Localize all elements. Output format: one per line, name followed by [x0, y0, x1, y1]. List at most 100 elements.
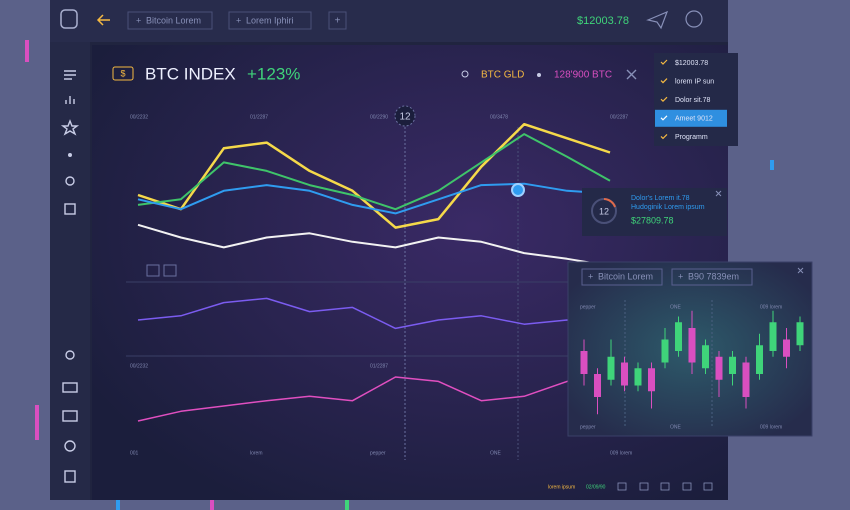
axis-label: 01/2287: [370, 363, 388, 369]
candle-body: [729, 356, 736, 374]
tab-label: Lorem Iphiri: [246, 15, 294, 25]
tab[interactable]: [671, 268, 753, 286]
share-icon[interactable]: [68, 153, 72, 157]
dropdown-label: Dolor sit.78: [675, 97, 711, 104]
tooltip-line: Dolor's Lorem it.78: [631, 195, 690, 202]
footer-icon[interactable]: [703, 482, 713, 491]
axis-label: 009 lorem: [610, 450, 632, 456]
candle-body: [648, 368, 655, 392]
card-icon[interactable]: [62, 382, 78, 393]
axis-label: 00/3478: [490, 114, 508, 120]
axis-label: pepper: [580, 424, 596, 430]
tooltip-value: $27809.78: [631, 215, 674, 225]
globe-icon[interactable]: [685, 10, 703, 28]
check-icon: [660, 133, 668, 140]
footer-icon[interactable]: [682, 482, 692, 491]
back-button[interactable]: [96, 14, 110, 26]
footer-date: 02/09/90: [586, 484, 606, 490]
check-icon[interactable]: [64, 203, 76, 215]
decor: [35, 405, 39, 440]
tab[interactable]: [581, 268, 663, 286]
tooltip-line: Hudoginik Lorem ipsum: [631, 204, 705, 211]
balance: $12003.78: [577, 15, 629, 27]
share-icon: [537, 73, 541, 77]
candle-body: [634, 368, 642, 386]
tab-label: +: [236, 15, 241, 25]
tab[interactable]: [127, 11, 213, 30]
axis-label: 00/2232: [130, 363, 148, 369]
tab-label: +: [678, 271, 683, 281]
candle-body: [715, 356, 723, 380]
candle-body: [594, 374, 601, 397]
candle-body: [796, 322, 804, 346]
menu-icon[interactable]: [64, 70, 76, 80]
footer-icon[interactable]: [660, 482, 670, 491]
data-line: [137, 370, 611, 422]
axis-label: ONE: [490, 450, 502, 456]
tab-label: B90 7839em: [688, 271, 739, 281]
axis-label: 00/2232: [130, 114, 148, 120]
dropdown-label: lorem IP sun: [675, 78, 714, 85]
decor: [770, 160, 774, 170]
dropdown-label: Ameet 9012: [675, 116, 713, 123]
decor: [345, 498, 349, 510]
candle-body: [580, 351, 588, 374]
top-bar: [50, 0, 728, 42]
candle-body: [742, 362, 750, 397]
candle-body: [688, 328, 696, 363]
close-button[interactable]: [626, 69, 637, 80]
close-button[interactable]: [715, 190, 722, 197]
close-button[interactable]: [797, 267, 804, 274]
axis-label: 00/2290: [370, 114, 388, 120]
axis-label: ONE: [670, 304, 682, 310]
candle-body: [702, 345, 709, 369]
decor: [25, 40, 29, 62]
axis-label: 009 lorem: [760, 304, 782, 310]
axis-label: pepper: [580, 304, 596, 310]
logo-icon[interactable]: [60, 9, 78, 29]
zoom-in[interactable]: [146, 264, 160, 277]
candle-body: [607, 356, 615, 380]
tab[interactable]: [228, 11, 312, 30]
axis-label: 001: [130, 450, 139, 456]
candle-body: [756, 345, 763, 374]
axis-label: 009 lorem: [760, 424, 782, 430]
data-line: [137, 133, 611, 211]
dropdown-item[interactable]: [655, 109, 727, 127]
trash-icon[interactable]: [64, 470, 76, 483]
axis-label: 00/2287: [610, 114, 628, 120]
marker-label: 12: [399, 112, 411, 123]
stats-icon[interactable]: [65, 96, 75, 104]
location-icon: [461, 70, 469, 78]
footer-icon[interactable]: [617, 482, 627, 491]
dropdown-label: $12003.78: [675, 60, 708, 67]
settings-icon[interactable]: [64, 440, 76, 452]
footer-icon[interactable]: [639, 482, 649, 491]
footer-text: lorem ipsum: [548, 484, 575, 490]
add-tab[interactable]: [328, 11, 347, 30]
change: +123%: [247, 64, 300, 83]
marker[interactable]: [394, 105, 416, 127]
tooltip-badge: 12: [599, 206, 609, 216]
title: BTC INDEX: [145, 64, 236, 83]
data-line: [137, 297, 611, 330]
search-icon[interactable]: [65, 176, 75, 186]
star-icon[interactable]: [60, 119, 80, 136]
tab-label: Bitcoin Lorem: [598, 271, 653, 281]
dropdown: [654, 53, 738, 146]
user-icon[interactable]: [65, 350, 75, 360]
candle-body: [783, 339, 790, 357]
money-icon[interactable]: [62, 410, 78, 422]
sidebar: [50, 42, 90, 500]
send-icon[interactable]: [646, 10, 669, 30]
zoom-out[interactable]: [163, 264, 177, 277]
check-icon: [660, 59, 668, 65]
tab-label: +: [588, 271, 593, 281]
check-icon: [660, 96, 668, 103]
axis-label: pepper: [370, 450, 386, 456]
axis-label: ONE: [670, 424, 682, 430]
dropdown-label: Programm: [675, 134, 708, 141]
data-line: [137, 182, 611, 215]
